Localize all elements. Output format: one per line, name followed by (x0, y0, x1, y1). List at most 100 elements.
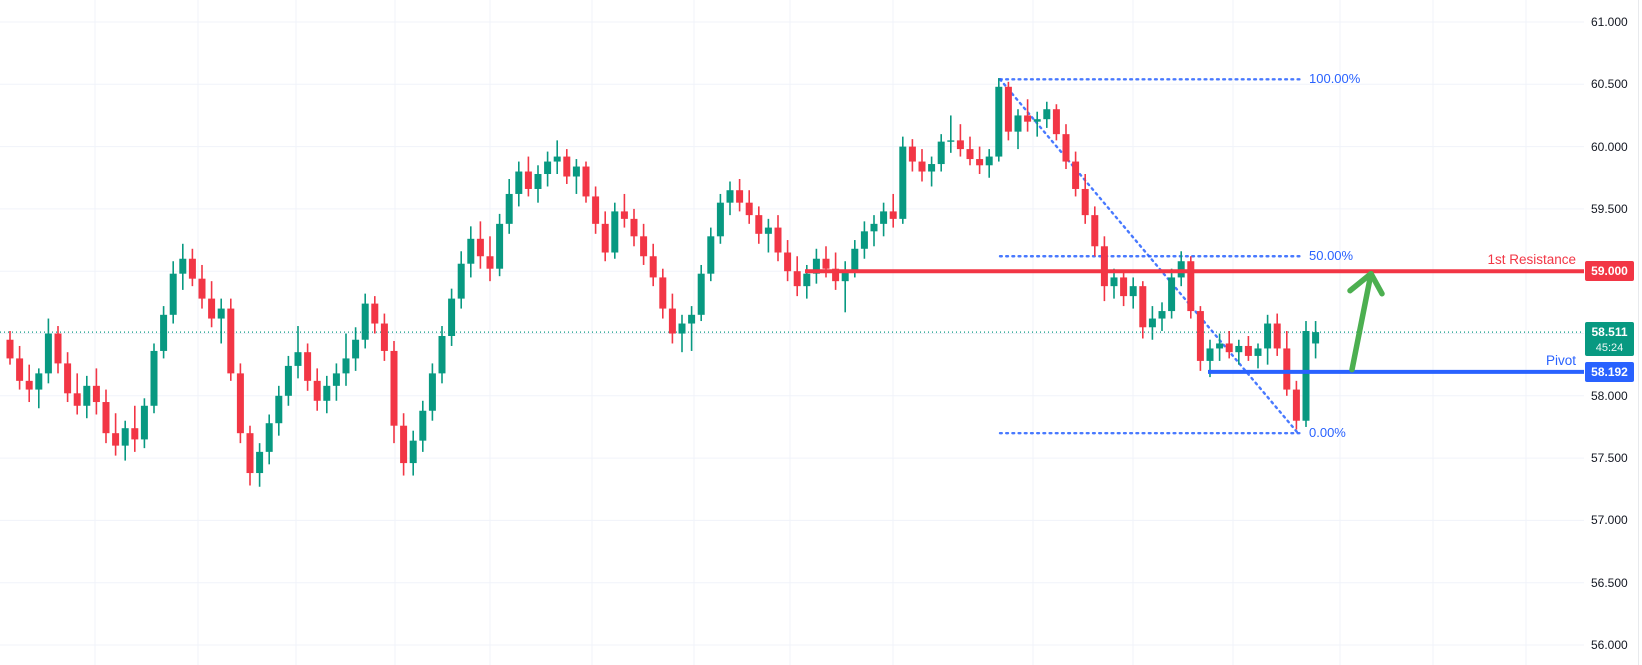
candle-body (956, 140, 964, 150)
candle-body (73, 393, 81, 406)
candle-body (409, 440, 417, 464)
candle-body (860, 231, 868, 249)
y-axis-tick: 60.000 (1591, 139, 1628, 154)
candle-body (1004, 86, 1012, 132)
candle-body (304, 352, 312, 381)
up-arrow-shaft[interactable] (1349, 270, 1374, 373)
pivot-label[interactable]: Pivot (1545, 352, 1576, 368)
fib-0-label[interactable]: 0.00% (1309, 425, 1346, 441)
candle-body (697, 273, 705, 315)
candle-body (630, 218, 638, 237)
candle-body (160, 314, 168, 351)
candle-body (889, 211, 897, 219)
candle-body (640, 236, 648, 257)
candle-body (1033, 119, 1041, 122)
candle-body (966, 149, 974, 160)
candle-body (140, 405, 148, 440)
y-axis-tick: 57.500 (1591, 451, 1628, 466)
candle-body (438, 335, 446, 374)
resistance-price-value: 59.000 (1591, 264, 1628, 279)
candle-body (1292, 389, 1300, 421)
candle-body (102, 402, 110, 434)
candle-body (1158, 311, 1166, 319)
pivot-price-badge: 58.192 (1585, 361, 1634, 382)
candle-body (313, 380, 321, 401)
candle-body (659, 277, 667, 309)
candle-body (764, 227, 772, 234)
candle-body (1052, 109, 1060, 135)
resistance-label[interactable]: 1st Resistance (1487, 252, 1576, 268)
candle-body (83, 385, 91, 406)
candle-body (1312, 332, 1320, 344)
candle-body (812, 258, 820, 274)
candle-body (380, 323, 388, 351)
candle-body (419, 410, 427, 441)
candle-body (275, 395, 283, 424)
candle-body (54, 333, 62, 364)
candle-body (793, 271, 801, 287)
candle-body (544, 161, 552, 175)
fib-50-label[interactable]: 50.00% (1309, 248, 1354, 264)
bar-countdown: 45:24 (1595, 342, 1624, 355)
candle-body (755, 215, 763, 234)
candle-body (150, 350, 158, 406)
candle-body (688, 314, 696, 324)
candle-body (121, 428, 129, 446)
candle-body (323, 385, 331, 401)
candle-body (1302, 331, 1310, 421)
candle-body (1148, 318, 1156, 328)
candle-body (371, 303, 379, 324)
candle-body (995, 86, 1003, 157)
candle-body (928, 164, 936, 172)
candle-body (1206, 348, 1214, 361)
candle-body (774, 227, 782, 253)
candle-body (467, 238, 475, 264)
candle-body (716, 202, 724, 237)
candle-body (707, 236, 715, 274)
candle-body (428, 373, 436, 411)
candle-body (476, 238, 484, 257)
candle-body (332, 373, 340, 386)
candle-body (1168, 277, 1176, 312)
candle-body (352, 339, 360, 359)
y-axis-tick: 61.000 (1591, 15, 1628, 29)
y-axis-tick: 59.500 (1591, 201, 1628, 216)
candle-body (284, 365, 292, 396)
candle-body (35, 373, 43, 390)
current-price-badge: 58.511 45:24 (1585, 322, 1634, 357)
fib-trendline[interactable] (998, 78, 1300, 435)
candle-body (515, 171, 523, 194)
candle-body (1187, 261, 1195, 312)
candle-body (92, 385, 100, 403)
candle-body (227, 308, 235, 374)
fib-100-label[interactable]: 100.00% (1309, 71, 1361, 87)
up-arrow-head[interactable] (1347, 270, 1385, 297)
candle-body (256, 451, 264, 474)
candle-body (1196, 311, 1204, 361)
candle-body (1100, 246, 1108, 287)
candle-body (400, 425, 408, 464)
candle-body (601, 223, 609, 253)
candle-body (899, 146, 907, 219)
candle-body (572, 166, 580, 177)
pivot-price-value: 58.192 (1591, 364, 1628, 379)
candle-body (342, 358, 350, 374)
candle-body (179, 258, 187, 274)
candle-body (217, 308, 225, 319)
candle-body (582, 166, 590, 197)
candle-body (678, 323, 686, 334)
candle-body (1120, 277, 1128, 297)
candle-body (265, 423, 273, 452)
candle-body (563, 156, 571, 177)
y-axis-tick: 56.500 (1591, 575, 1628, 590)
candle-body (880, 211, 888, 224)
candle-body (553, 156, 561, 162)
candle-body (649, 256, 657, 278)
y-axis-tick: 60.500 (1591, 77, 1628, 92)
candle-body (736, 190, 744, 203)
candle-body (832, 268, 840, 282)
candle-body (16, 358, 24, 381)
candle-body (841, 271, 849, 282)
